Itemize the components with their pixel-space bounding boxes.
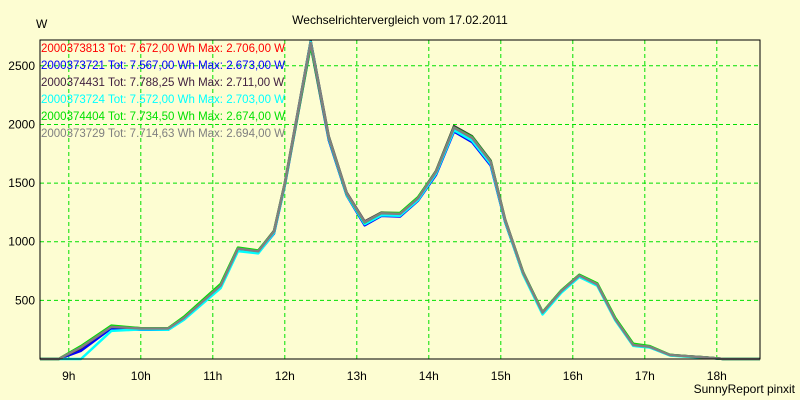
legend-entry-2000374431: 2000374431 Tot: 7.788,25 Wh Max: 2.711,0…	[41, 77, 284, 89]
plot-frame	[39, 39, 761, 360]
legend-entry-2000373721: 2000373721 Tot: 7.567,00 Wh Max: 2.673,0…	[41, 60, 285, 72]
y-tick-label: 1500	[8, 176, 35, 190]
y-axis-ticks: 500 1000 1500 2000 2500	[8, 59, 35, 308]
legend-entry-2000374404: 2000374404 Tot: 7.734,50 Wh Max: 2.674,0…	[41, 111, 285, 123]
y-axis-unit-label: W	[36, 17, 48, 31]
x-axis-ticks: 9h 10h 11h 12h 13h 14h 15h 16h 17h 18h	[62, 369, 727, 383]
legend-entry-2000373813: 2000373813 Tot: 7.672,00 Wh Max: 2.706,0…	[41, 43, 285, 55]
footer-credit: SunnyReport pinxit	[694, 382, 796, 396]
x-tick-label: 10h	[131, 369, 151, 383]
grid	[40, 40, 760, 359]
y-tick-label: 2500	[8, 59, 35, 73]
x-tick-label: 15h	[491, 369, 511, 383]
legend-entry-2000373729: 2000373729 Tot: 7.714,63 Wh Max: 2.694,0…	[41, 128, 285, 140]
x-tick-label: 9h	[62, 369, 75, 383]
x-tick-label: 17h	[635, 369, 655, 383]
series-line-2000373729	[40, 41, 760, 361]
x-tick-label: 16h	[563, 369, 583, 383]
series-lines	[40, 39, 760, 361]
y-tick-label: 1000	[8, 235, 35, 249]
y-tick-label: 2000	[8, 117, 35, 131]
x-tick-label: 18h	[707, 369, 727, 383]
y-tick-label: 500	[15, 293, 35, 307]
legend: 2000373813 Tot: 7.672,00 Wh Max: 2.706,0…	[41, 43, 285, 140]
x-tick-label: 13h	[347, 369, 367, 383]
x-tick-label: 11h	[203, 369, 222, 383]
x-tick-label: 12h	[275, 369, 295, 383]
x-tick-label: 14h	[419, 369, 439, 383]
legend-entry-2000373724: 2000373724 Tot: 7.572,00 Wh Max: 2.703,0…	[41, 94, 285, 106]
chart-title: Wechselrichtervergleich vom 17.02.2011	[292, 13, 508, 27]
